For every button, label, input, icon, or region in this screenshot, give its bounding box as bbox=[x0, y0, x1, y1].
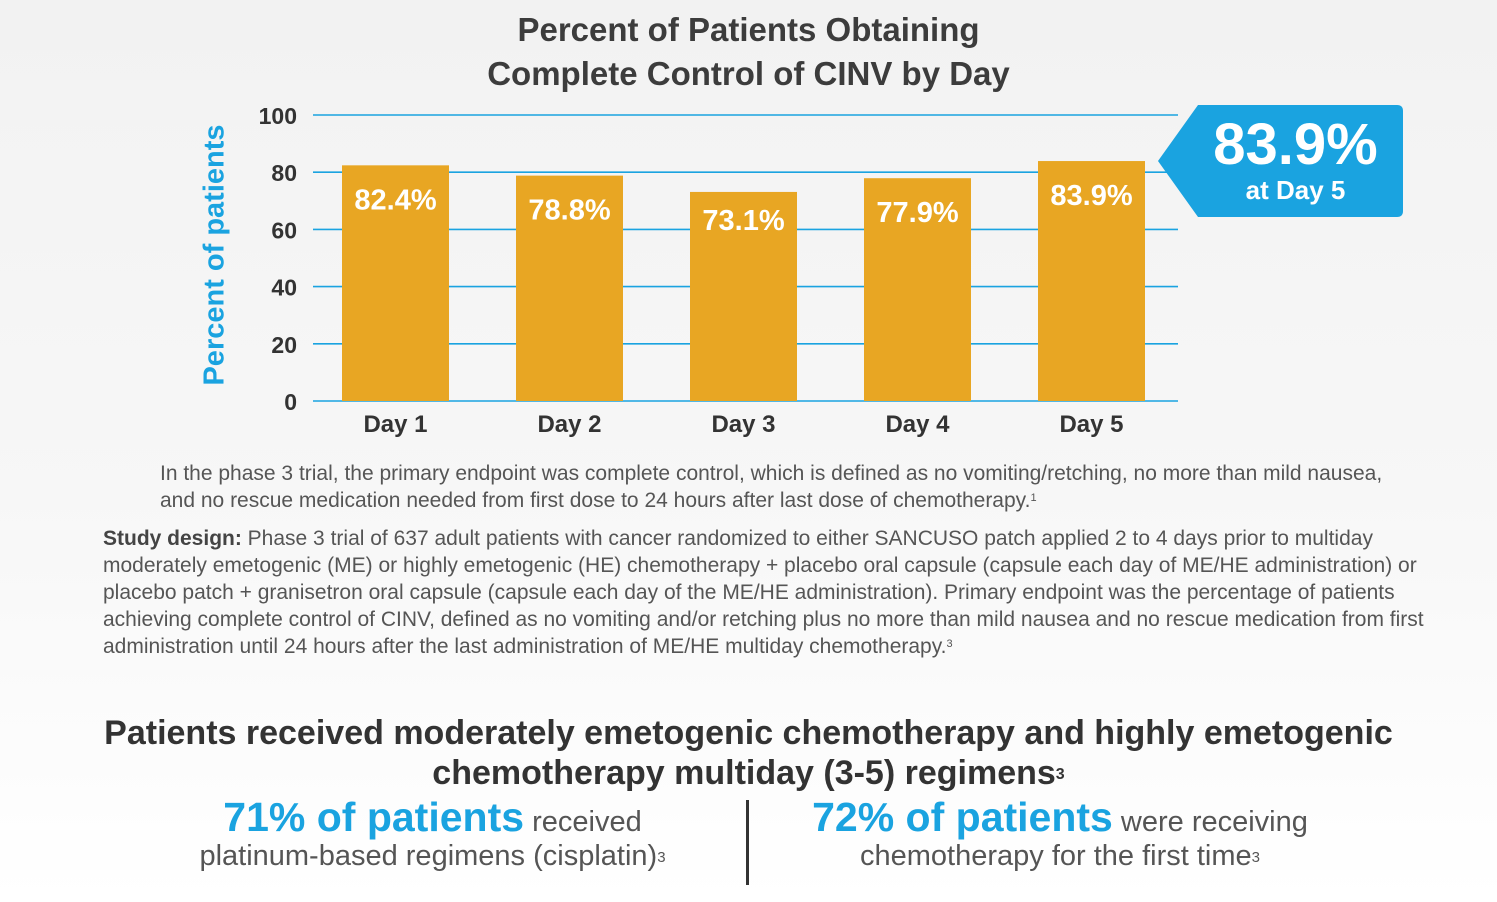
stat-platinum-rest: received bbox=[524, 806, 642, 838]
stat-first-time-ref: 3 bbox=[1251, 849, 1260, 866]
stat-divider bbox=[746, 800, 749, 885]
stat-first-time: 72% of patients were receiving chemother… bbox=[780, 797, 1340, 873]
bar-data-label: 78.8% bbox=[528, 195, 610, 227]
y-tick-label: 80 bbox=[271, 160, 297, 186]
bar-data-label: 73.1% bbox=[702, 205, 784, 237]
bar bbox=[1038, 161, 1145, 401]
bar bbox=[342, 165, 449, 401]
stat-platinum-line2: platinum-based regimens (cisplatin) bbox=[199, 840, 658, 872]
stat-platinum: 71% of patients received platinum-based … bbox=[150, 797, 715, 873]
x-tick-label: Day 5 bbox=[1059, 411, 1123, 438]
callout-caption: at Day 5 bbox=[1245, 175, 1346, 205]
bar bbox=[864, 178, 971, 401]
x-tick-label: Day 3 bbox=[711, 411, 775, 438]
stat-first-time-line2: chemotherapy for the first time bbox=[860, 840, 1252, 872]
chart-title: Percent of Patients Obtaining Complete C… bbox=[0, 8, 1497, 96]
y-tick-label: 100 bbox=[259, 103, 297, 129]
stat-platinum-ref: 3 bbox=[657, 849, 666, 866]
study-design-label: Study design: bbox=[103, 527, 242, 550]
y-axis-label: Percent of patients bbox=[198, 124, 231, 386]
chart-title-line-1: Percent of Patients Obtaining bbox=[517, 11, 980, 48]
bar-chart: 0 20 40 60 80 100 82.4% Day 1 78.8% Day 2 73.1% Day… bbox=[259, 103, 1178, 438]
callout-arrow-shape bbox=[1158, 105, 1403, 217]
y-tick-label: 40 bbox=[271, 275, 297, 301]
bar-data-label: 77.9% bbox=[876, 197, 958, 229]
chart-title-line-2: Complete Control of CINV by Day bbox=[487, 55, 1010, 92]
callout-value: 83.9% bbox=[1213, 112, 1378, 177]
study-design-text: Phase 3 trial of 637 adult patients with… bbox=[103, 527, 1424, 658]
endpoint-ref: 1 bbox=[1030, 492, 1037, 504]
endpoint-note: In the phase 3 trial, the primary endpoi… bbox=[160, 460, 1400, 514]
study-design-note: Study design: Phase 3 trial of 637 adult… bbox=[103, 525, 1448, 660]
x-tick-label: Day 2 bbox=[537, 411, 601, 438]
x-tick-label: Day 1 bbox=[363, 411, 427, 438]
bar bbox=[516, 175, 623, 401]
y-tick-label: 0 bbox=[284, 389, 297, 415]
stat-first-time-rest: were receiving bbox=[1112, 806, 1308, 838]
y-tick-label: 60 bbox=[271, 217, 297, 243]
study-design-ref: 3 bbox=[946, 638, 953, 650]
day5-callout: 83.9% at Day 5 bbox=[1158, 105, 1403, 217]
bar-data-label: 82.4% bbox=[354, 184, 436, 216]
bar-data-label: 83.9% bbox=[1050, 180, 1132, 212]
headline-ref: 3 bbox=[1055, 766, 1065, 783]
endpoint-text: In the phase 3 trial, the primary endpoi… bbox=[160, 462, 1383, 512]
headline-text: Patients received moderately emetogenic … bbox=[104, 714, 1393, 792]
stat-first-time-highlight: 72% of patients bbox=[812, 794, 1113, 840]
headline: Patients received moderately emetogenic … bbox=[0, 713, 1497, 793]
bar bbox=[690, 191, 797, 401]
y-tick-label: 20 bbox=[271, 332, 297, 358]
stat-platinum-highlight: 71% of patients bbox=[223, 794, 525, 840]
x-tick-label: Day 4 bbox=[885, 411, 950, 438]
